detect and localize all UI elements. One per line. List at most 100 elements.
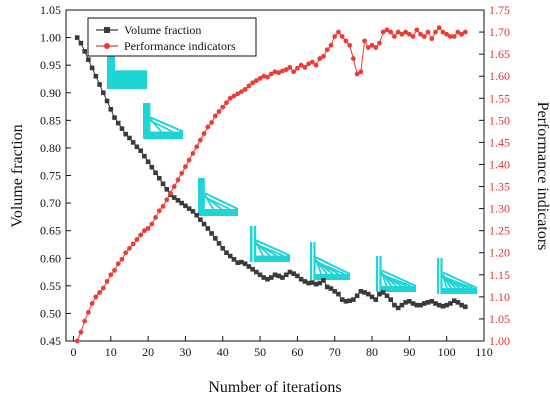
performance-indicator-point: [436, 25, 442, 31]
performance-indicator-point: [462, 29, 468, 35]
volume-fraction-point: [268, 275, 274, 280]
volume-fraction-point: [74, 35, 80, 40]
performance-indicator-point: [313, 62, 319, 68]
volume-fraction-point: [425, 300, 431, 305]
performance-indicator-point: [216, 109, 222, 114]
performance-indicator-point: [197, 137, 203, 143]
volume-fraction-point: [239, 259, 244, 265]
performance-indicator-point: [395, 29, 401, 35]
performance-indicator-point: [168, 190, 173, 196]
volume-fraction-point: [317, 280, 323, 286]
volume-fraction-point: [287, 269, 293, 275]
volume-fraction-point: [407, 298, 412, 304]
performance-indicator-point: [194, 144, 200, 150]
volume-fraction-point: [377, 291, 382, 297]
volume-fraction-point: [123, 131, 129, 137]
performance-indicator-point: [324, 47, 330, 53]
x-axis-title: Number of iterations: [208, 379, 341, 396]
performance-indicator-point: [350, 56, 356, 61]
volume-fraction-point: [93, 73, 99, 79]
volume-fraction-point: [112, 115, 117, 120]
performance-indicator-point: [388, 29, 394, 35]
volume-fraction-point: [216, 241, 222, 246]
performance-indicator-point: [429, 36, 435, 42]
volume-fraction-point: [310, 280, 315, 285]
volume-fraction-point: [86, 57, 91, 62]
performance-indicator-point: [149, 221, 155, 227]
performance-indicator-point: [268, 71, 274, 77]
legend-marker-performance: [104, 43, 110, 49]
volume-fraction-point: [231, 257, 237, 262]
volume-fraction-point: [354, 293, 360, 299]
performance-indicator-point: [220, 104, 226, 110]
bottom-tick-label: 40: [217, 345, 229, 359]
volume-fraction-point: [399, 302, 405, 308]
volume-fraction-point: [343, 298, 349, 304]
performance-indicator-point: [336, 29, 341, 35]
volume-fraction-point: [392, 302, 397, 308]
volume-fraction-point: [130, 140, 136, 145]
performance-indicator-point: [127, 245, 132, 251]
topology-insets: [107, 55, 478, 294]
performance-indicator-point: [358, 69, 364, 75]
volume-fraction-point: [388, 297, 393, 302]
volume-fraction-point: [302, 279, 308, 284]
right-tick-label: 1.30: [489, 202, 510, 216]
volume-fraction-point: [403, 300, 408, 305]
volume-fraction-point: [276, 273, 282, 279]
performance-indicator-point: [156, 208, 162, 214]
performance-indicator-point: [82, 318, 88, 324]
volume-fraction-point: [119, 126, 125, 131]
y-axis-title-left: Volume fraction: [9, 124, 26, 227]
volume-fraction-point: [272, 272, 278, 278]
volume-fraction-point: [358, 289, 364, 294]
right-tick-label: 1.05: [489, 312, 510, 326]
performance-indicator-point: [171, 184, 177, 189]
volume-fraction-point: [324, 284, 330, 290]
volume-fraction-point: [459, 302, 464, 308]
performance-indicator-point: [362, 38, 367, 44]
legend: Volume fraction Performance indicators: [87, 17, 257, 57]
right-tick-label: 1.35: [489, 180, 510, 194]
performance-indicator-point: [377, 40, 382, 46]
left-tick-label: 0.50: [40, 306, 61, 320]
volume-fraction-point: [336, 291, 341, 297]
volume-fraction-point: [369, 294, 375, 300]
volume-fraction-point: [78, 40, 84, 46]
volume-fraction-point: [429, 298, 435, 304]
legend-label-performance: Performance indicators: [124, 39, 236, 53]
volume-fraction-point: [283, 272, 289, 278]
performance-indicator-point: [403, 29, 409, 35]
performance-indicator-point: [78, 329, 84, 335]
left-tick-label: 0.80: [40, 141, 61, 155]
performance-indicator-point: [451, 34, 457, 39]
volume-fraction-point: [440, 303, 446, 309]
bottom-tick-label: 30: [179, 345, 191, 359]
left-tick-label: 0.60: [40, 251, 61, 265]
volume-fraction-point: [332, 289, 338, 294]
performance-indicator-point: [455, 29, 461, 35]
volume-fraction-point: [298, 276, 304, 282]
performance-indicator-point: [448, 34, 453, 39]
volume-fraction-point: [250, 266, 255, 272]
performance-indicator-point: [272, 69, 278, 75]
bottom-tick-label: 20: [142, 345, 154, 359]
topology-inset-3: [198, 178, 239, 216]
right-tick-label: 1.70: [489, 25, 510, 39]
performance-indicator-point: [112, 267, 117, 273]
bottom-tick-label: 10: [105, 345, 117, 359]
performance-indicator-point: [309, 59, 315, 65]
y-axis-title-right: Performance indicators: [534, 102, 550, 251]
performance-indicator-point: [261, 73, 267, 79]
performance-indicator-point: [302, 64, 308, 70]
performance-indicator-point: [224, 100, 229, 106]
right-tick-label: 1.10: [489, 290, 510, 304]
performance-indicator-point: [410, 34, 416, 39]
volume-fraction-point: [351, 297, 356, 302]
performance-indicator-point: [343, 38, 349, 44]
performance-indicator-point: [294, 65, 300, 71]
legend-marker-volume: [104, 27, 110, 33]
volume-fraction-point: [134, 144, 140, 150]
volume-fraction-point: [295, 273, 300, 279]
volume-fraction-point: [149, 164, 155, 170]
